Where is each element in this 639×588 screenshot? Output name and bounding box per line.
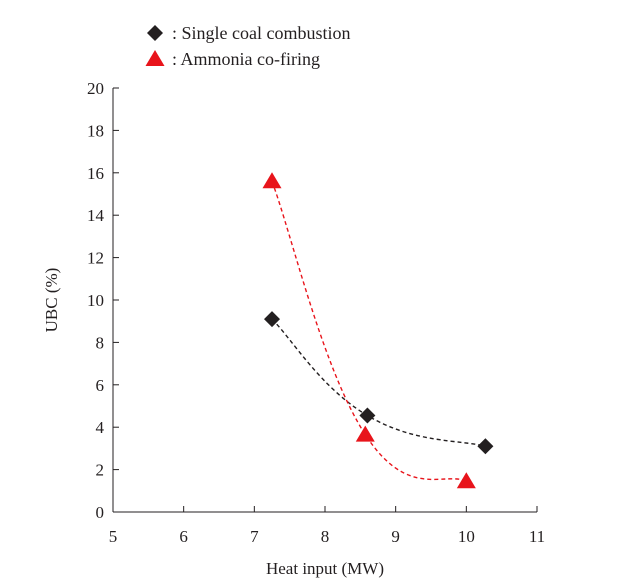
y-tick-label: 0 [96,503,105,522]
data-point-series-2 [262,172,282,189]
x-tick-label: 9 [391,527,400,546]
legend-marker-series-1 [147,25,163,41]
y-tick-label: 16 [87,164,104,183]
legend-label-series-2: : Ammonia co-firing [172,49,320,69]
y-tick-label: 18 [87,121,104,140]
x-ticks: 5 6 7 8 9 10 11 [109,506,545,546]
y-tick-label: 4 [96,418,105,437]
x-tick-label: 6 [179,527,188,546]
data-point-series-1 [359,407,376,424]
y-axis-title: UBC (%) [42,268,61,333]
trendline-series-1 [271,318,486,447]
data-point-series-2 [456,472,476,489]
data-points [262,172,494,489]
legend: : Single coal combustion : Ammonia co-fir… [145,23,350,69]
data-point-series-2 [355,425,375,442]
x-tick-label: 10 [458,527,475,546]
y-tick-label: 12 [87,249,104,268]
x-tick-label: 7 [250,527,259,546]
data-point-series-1 [477,438,494,455]
y-tick-label: 6 [96,376,105,395]
y-tick-label: 8 [96,333,105,352]
x-tick-label: 11 [529,527,545,546]
trendline-series-2 [271,181,467,482]
y-tick-label: 14 [87,206,105,225]
y-ticks: 0 2 4 6 8 10 12 14 16 18 20 [87,79,119,522]
trendlines [271,181,486,482]
legend-marker-series-2 [145,50,165,66]
data-point-series-1 [264,311,280,328]
y-tick-label: 2 [96,461,105,480]
legend-label-series-1: : Single coal combustion [172,23,350,43]
x-axis-title: Heat input (MW) [266,559,384,578]
axes [112,88,537,513]
y-tick-label: 10 [87,291,104,310]
x-tick-label: 5 [109,527,118,546]
x-tick-label: 8 [321,527,330,546]
y-tick-label: 20 [87,79,104,98]
